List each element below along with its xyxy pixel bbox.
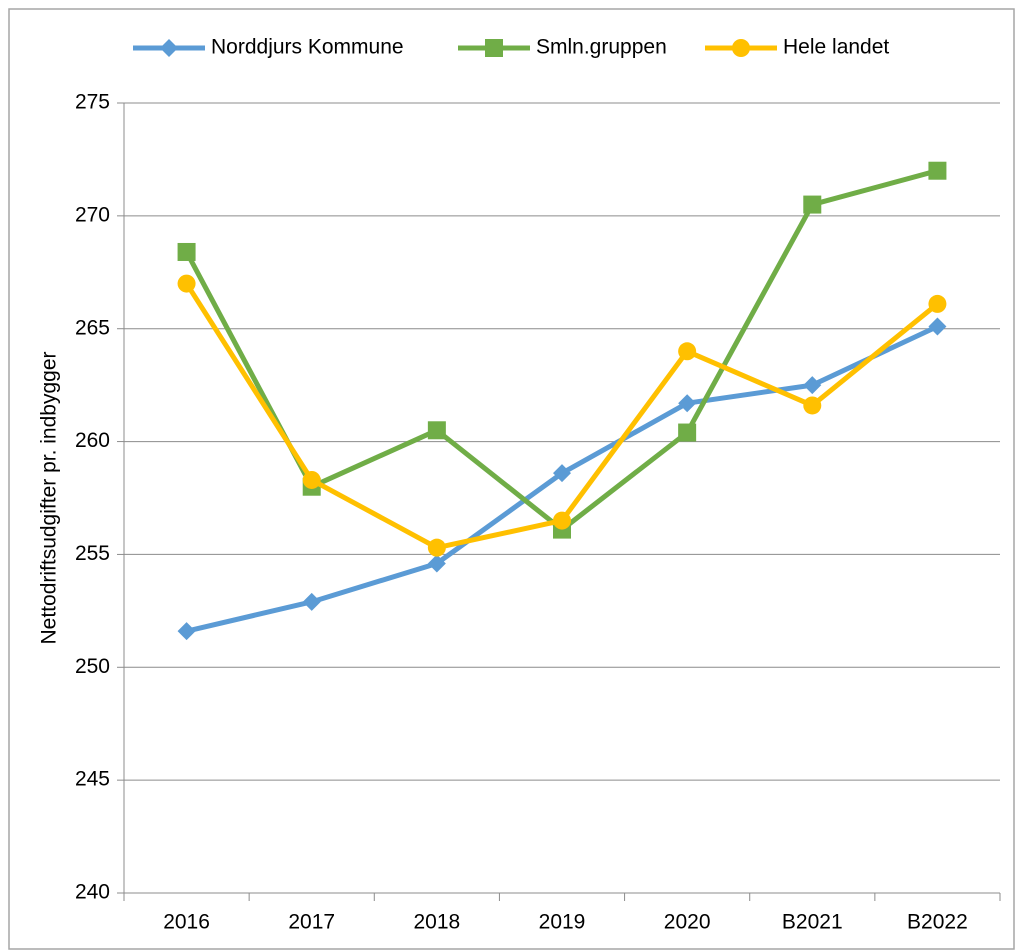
x-tick-label: 2017 bbox=[288, 911, 335, 934]
x-tick-label: 2016 bbox=[163, 911, 210, 934]
marker bbox=[553, 511, 571, 530]
legend-marker bbox=[160, 39, 178, 57]
marker bbox=[678, 394, 697, 413]
x-tick-label: 2019 bbox=[539, 911, 586, 934]
y-tick-label: 265 bbox=[75, 316, 110, 339]
legend-marker bbox=[732, 39, 750, 57]
y-tick-label: 270 bbox=[75, 203, 110, 226]
marker bbox=[678, 423, 697, 442]
y-tick-label: 250 bbox=[75, 655, 110, 678]
marker bbox=[427, 421, 446, 440]
y-tick-label: 275 bbox=[75, 91, 110, 114]
marker bbox=[177, 622, 196, 641]
x-tick-label: B2022 bbox=[907, 911, 968, 934]
marker bbox=[177, 274, 196, 293]
legend-label: Norddjurs Kommune bbox=[211, 36, 404, 59]
marker bbox=[302, 470, 321, 489]
marker bbox=[177, 242, 196, 261]
marker bbox=[302, 592, 321, 611]
marker bbox=[427, 554, 446, 573]
legend-label: Hele landet bbox=[783, 36, 889, 59]
marker bbox=[928, 294, 947, 313]
x-tick-label: B2021 bbox=[782, 911, 843, 934]
marker bbox=[928, 161, 947, 180]
x-tick-label: 2018 bbox=[413, 911, 460, 934]
y-tick-label: 240 bbox=[75, 881, 110, 904]
marker bbox=[427, 538, 446, 557]
legend-label: Smln.gruppen bbox=[536, 36, 667, 59]
y-axis-label: Nettodriftsudgifter pr. indbygger bbox=[38, 351, 61, 644]
marker bbox=[803, 396, 822, 415]
x-tick-label: 2020 bbox=[664, 911, 711, 934]
marker bbox=[678, 342, 697, 361]
marker bbox=[803, 195, 822, 214]
y-tick-label: 260 bbox=[75, 429, 110, 452]
y-tick-label: 255 bbox=[75, 542, 110, 565]
marker bbox=[553, 464, 571, 483]
marker bbox=[803, 376, 822, 395]
marker bbox=[928, 317, 947, 336]
legend-marker bbox=[485, 39, 503, 57]
chart-border bbox=[8, 8, 1015, 950]
y-tick-label: 245 bbox=[75, 768, 110, 791]
